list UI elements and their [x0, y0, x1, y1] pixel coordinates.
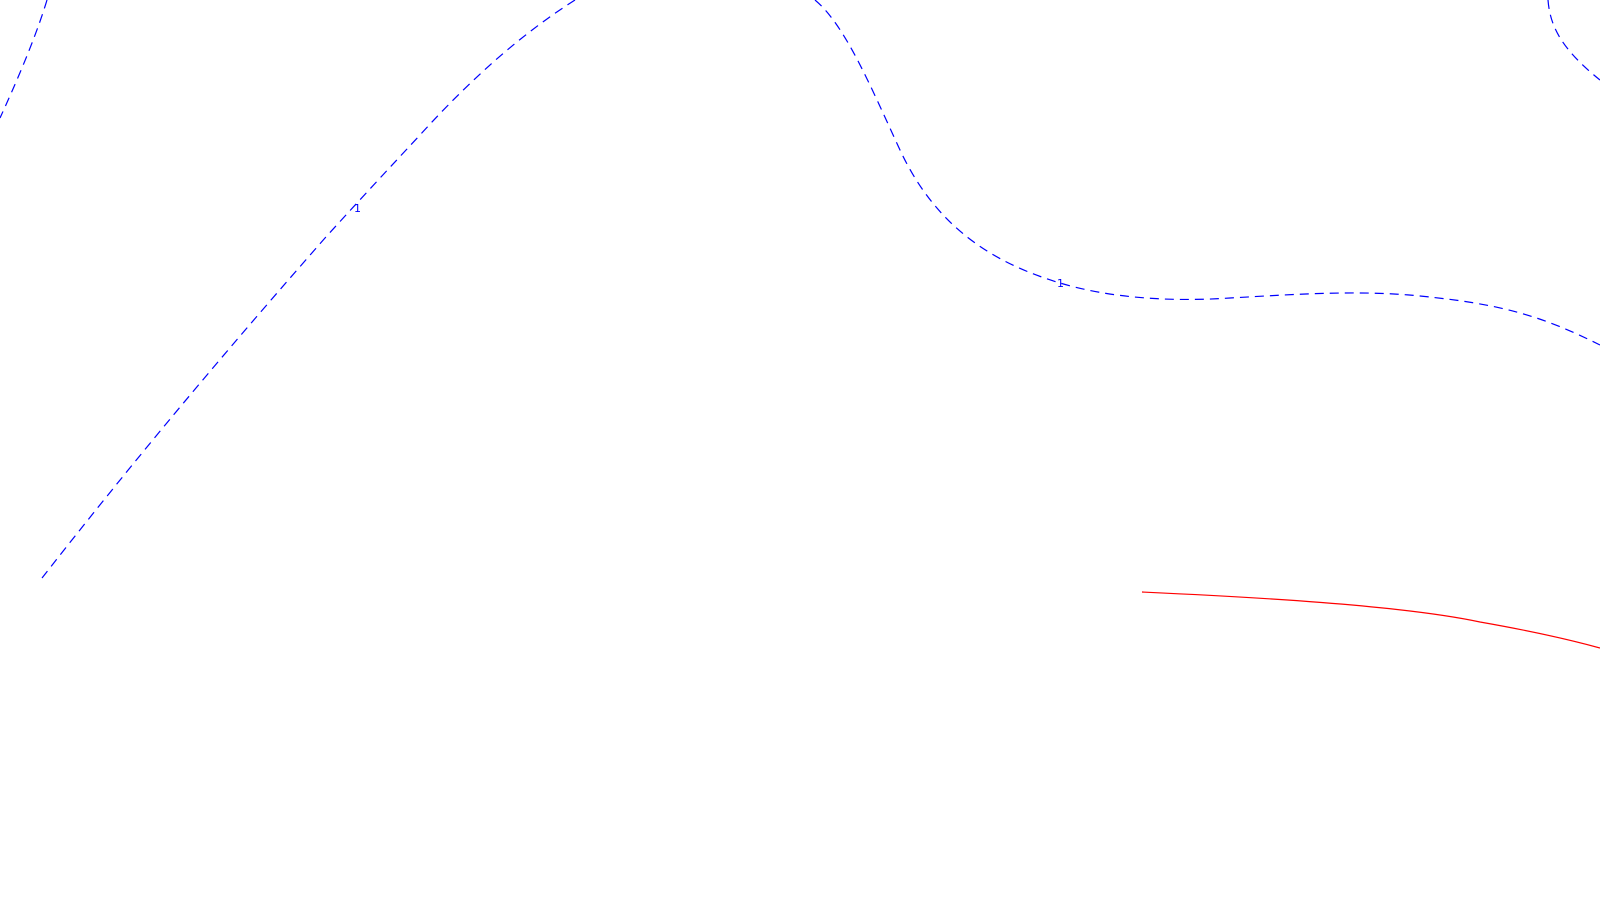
contour-line-diagonal [41, 0, 576, 579]
contour-line-topleft [0, 0, 48, 119]
contour-line-curve [814, 0, 1600, 346]
contour-line-topright [1547, 0, 1600, 81]
contour-label: 1 [354, 202, 361, 215]
boundary-line [1141, 591, 1600, 649]
contour-label: 1 [1057, 277, 1064, 290]
